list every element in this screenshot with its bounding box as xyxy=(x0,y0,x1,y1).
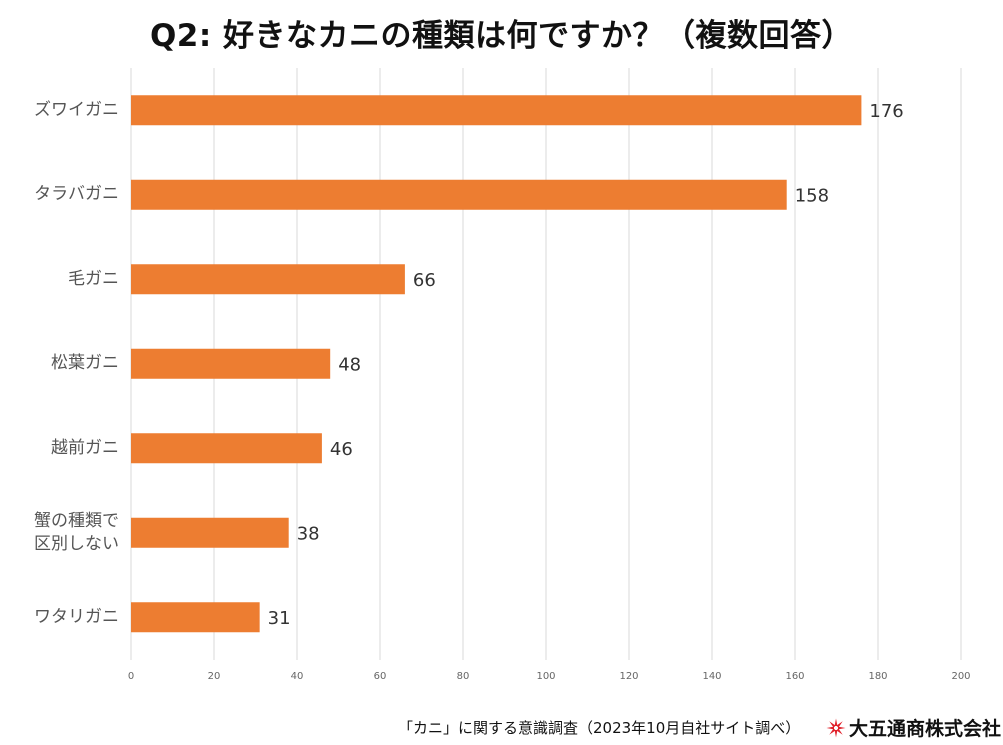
category-label-line: タラバガニ xyxy=(34,184,119,205)
bar xyxy=(131,264,405,295)
category-label: 毛ガニ xyxy=(68,268,119,291)
data-labels: 176 158 66 48 46 38 31 xyxy=(268,101,904,629)
bar xyxy=(131,95,862,126)
category-label: ワタリガニ xyxy=(34,606,119,629)
x-tick-label: 20 xyxy=(208,671,221,682)
data-label: 31 xyxy=(268,608,291,629)
company-logo: 大五通商株式会社 xyxy=(826,714,1001,741)
burst-logo-icon xyxy=(826,718,846,737)
x-tick-label: 180 xyxy=(868,671,887,682)
bar xyxy=(131,348,331,379)
category-label-line: 越前ガニ xyxy=(51,437,119,458)
data-label: 176 xyxy=(869,101,903,122)
x-tick-label: 200 xyxy=(951,671,970,682)
category-label-line: 松葉ガニ xyxy=(51,353,119,374)
category-label-line: 蟹の種類で xyxy=(34,510,119,531)
data-label: 66 xyxy=(413,270,436,291)
category-label: 松葉ガニ xyxy=(51,352,119,375)
x-tick-label: 160 xyxy=(785,671,804,682)
category-label-line: ワタリガニ xyxy=(34,606,119,627)
data-label: 38 xyxy=(297,523,320,544)
data-label: 48 xyxy=(338,354,361,375)
category-label-line: 区別しない xyxy=(34,533,119,554)
x-tick-label: 80 xyxy=(457,671,470,682)
x-tick-label: 140 xyxy=(702,671,721,682)
x-tick-label: 0 xyxy=(128,671,134,682)
data-label: 46 xyxy=(330,439,353,460)
bars xyxy=(131,95,862,633)
category-label: 越前ガニ xyxy=(51,437,119,460)
category-label: 蟹の種類で 区別しない xyxy=(34,510,119,556)
x-tick-label: 120 xyxy=(619,671,638,682)
category-label-line: 毛ガニ xyxy=(68,268,119,289)
chart-title: Q2: 好きなカニの種類は何ですか？（複数回答） xyxy=(149,18,854,54)
bar xyxy=(131,602,260,633)
bar xyxy=(131,517,289,548)
x-tick-label: 40 xyxy=(291,671,304,682)
category-label-line: ズワイガニ xyxy=(34,99,119,120)
data-label: 158 xyxy=(795,185,829,206)
x-axis-ticks: 0 20 40 60 80 100 120 140 160 180 200 xyxy=(128,671,971,682)
company-name: 大五通商株式会社 xyxy=(849,718,1002,740)
bar xyxy=(131,433,322,464)
category-label: タラバガニ xyxy=(34,183,119,206)
bar xyxy=(131,179,787,210)
source-note: 「カニ」に関する意識調査（2023年10月自社サイト調べ） xyxy=(398,719,801,737)
category-label: ズワイガニ xyxy=(34,99,119,122)
x-tick-label: 60 xyxy=(374,671,387,682)
x-tick-label: 100 xyxy=(536,671,555,682)
